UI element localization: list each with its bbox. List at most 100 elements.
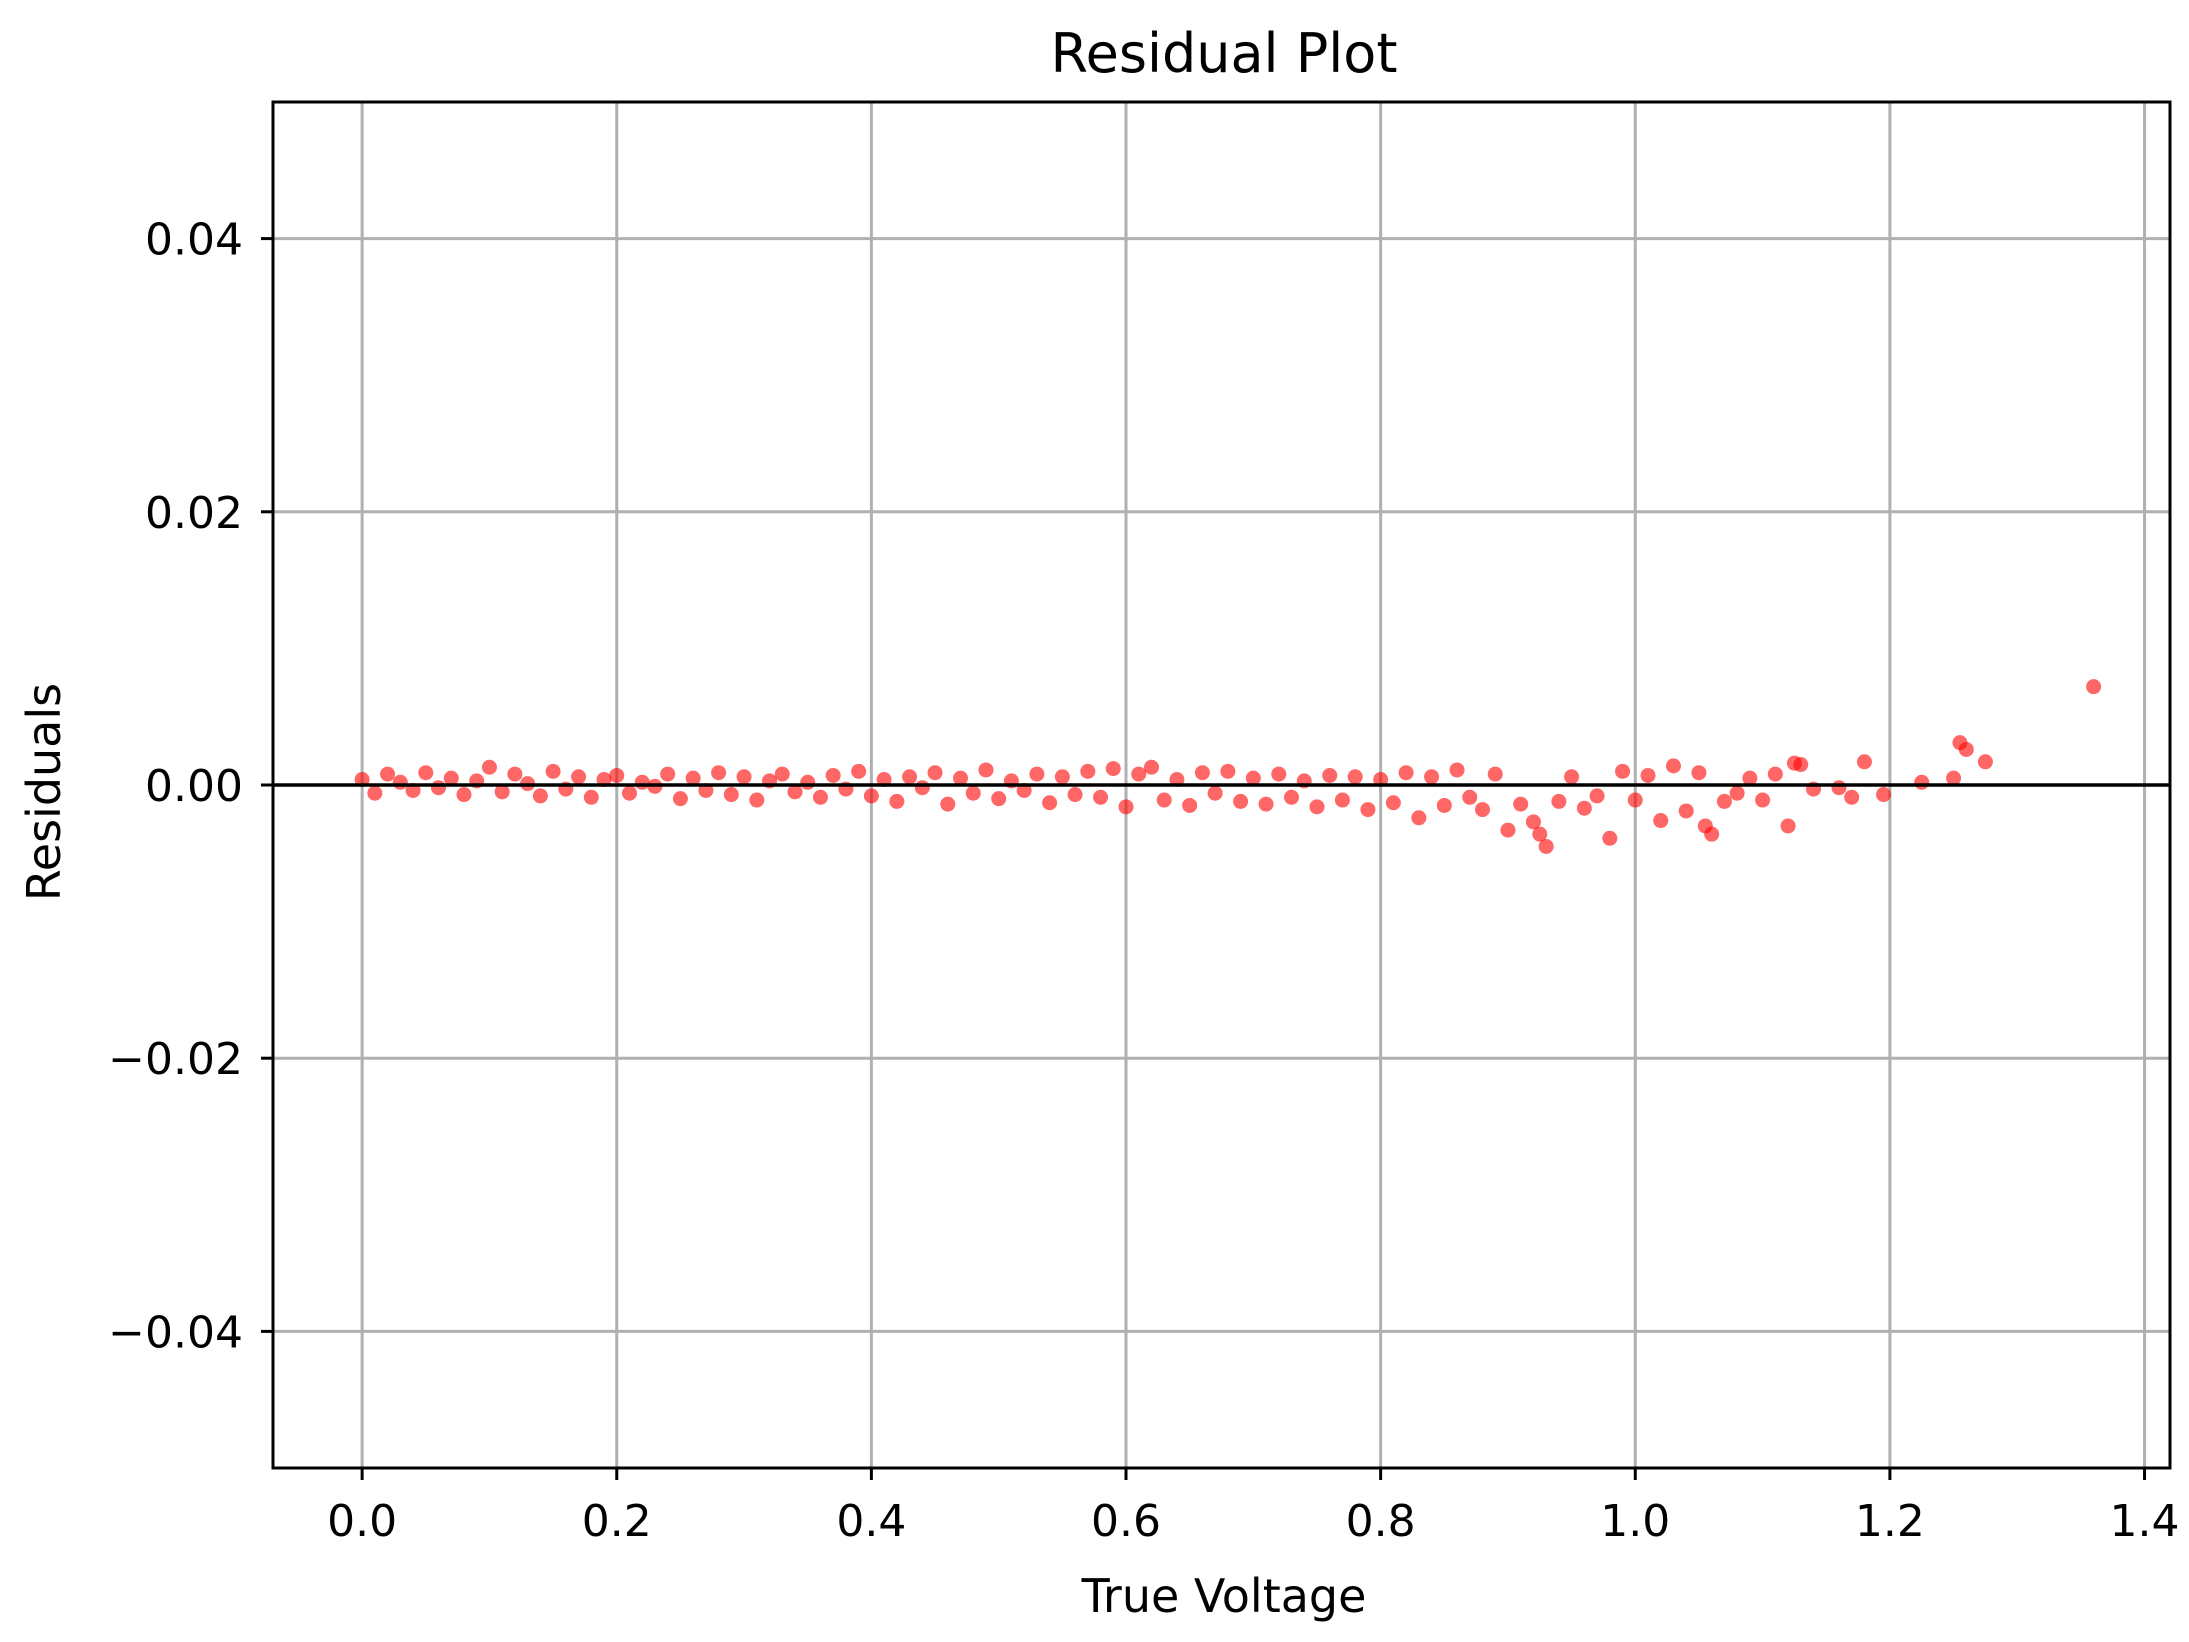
x-tick-label: 0.6 [1091, 1496, 1161, 1547]
scatter-point [1462, 789, 1478, 805]
scatter-point [1436, 797, 1452, 813]
scatter-point [1551, 793, 1567, 809]
x-tick-label: 0.0 [327, 1496, 397, 1547]
scatter-point [787, 784, 803, 800]
scatter-point [1271, 766, 1287, 782]
scatter-point [1347, 769, 1363, 785]
scatter-point [1844, 789, 1860, 805]
scatter-point [1914, 774, 1930, 790]
scatter-point [1767, 766, 1783, 782]
scatter-point [736, 769, 752, 785]
scatter-point [1977, 754, 1993, 770]
scatter-point [532, 788, 548, 804]
scatter-point [1653, 813, 1669, 829]
scatter-point [1564, 769, 1580, 785]
scatter-point [812, 789, 828, 805]
scatter-point [1322, 767, 1338, 783]
scatter-point [1856, 754, 1872, 770]
scatter-point [1958, 741, 1974, 757]
scatter-point [367, 785, 383, 801]
scatter-point [1233, 793, 1249, 809]
scatter-point [621, 785, 637, 801]
scatter-point [978, 762, 994, 778]
x-tick-label: 0.2 [582, 1496, 652, 1547]
scatter-point [1525, 814, 1541, 830]
scatter-point [672, 791, 688, 807]
scatter-point [1067, 787, 1083, 803]
scatter-point [1309, 799, 1325, 815]
scatter-point [1589, 788, 1605, 804]
scatter-point [1449, 762, 1465, 778]
scatter-point [634, 774, 650, 790]
scatter-point [863, 788, 879, 804]
scatter-point [889, 793, 905, 809]
scatter-point [1500, 822, 1516, 838]
scatter-point [1615, 763, 1631, 779]
x-tick-label: 1.2 [1855, 1496, 1925, 1547]
scatter-point [914, 780, 930, 796]
scatter-point [1258, 796, 1274, 812]
scatter-point [1474, 802, 1490, 818]
scatter-point [1093, 789, 1109, 805]
scatter-point [1513, 796, 1529, 812]
scatter-point [927, 765, 943, 781]
scatter-point [1245, 770, 1261, 786]
scatter-point [1716, 793, 1732, 809]
scatter-point [1538, 838, 1554, 854]
scatter-point [749, 792, 765, 808]
y-tick-label: −0.02 [108, 1034, 243, 1085]
scatter-point [711, 765, 727, 781]
scatter-point [1665, 758, 1681, 774]
scatter-point [1143, 759, 1159, 775]
scatter-point [392, 774, 408, 790]
scatter-point [1755, 792, 1771, 808]
scatter-point [1742, 770, 1758, 786]
scatter-point [609, 767, 625, 783]
scatter-point [1398, 765, 1414, 781]
scatter-point [418, 765, 434, 781]
scatter-point [825, 767, 841, 783]
scatter-point [902, 769, 918, 785]
scatter-point [583, 789, 599, 805]
scatter-point [481, 759, 497, 775]
scatter-point [1194, 765, 1210, 781]
x-tick-label: 1.0 [1600, 1496, 1670, 1547]
scatter-point [431, 780, 447, 796]
scatter-point [1220, 763, 1236, 779]
scatter-point [1131, 766, 1147, 782]
scatter-point [1334, 792, 1350, 808]
scatter-point [940, 796, 956, 812]
scatter-point [1284, 789, 1300, 805]
x-tick-label: 0.4 [836, 1496, 906, 1547]
scatter-point [1042, 795, 1058, 811]
scatter-point [1627, 792, 1643, 808]
scatter-point [1729, 785, 1745, 801]
y-tick-label: 0.04 [145, 215, 243, 266]
scatter-point [953, 770, 969, 786]
scatter-point [1182, 797, 1198, 813]
y-tick-label: −0.04 [108, 1307, 243, 1358]
scatter-point [456, 787, 472, 803]
scatter-point [1207, 785, 1223, 801]
scatter-point [1640, 767, 1656, 783]
scatter-point [1946, 770, 1962, 786]
scatter-point [494, 784, 510, 800]
scatter-point [1704, 826, 1720, 842]
scatter-point [1487, 766, 1503, 782]
scatter-point [1876, 787, 1892, 803]
scatter-point [1678, 803, 1694, 819]
scatter-point [1054, 769, 1070, 785]
scatter-point [774, 766, 790, 782]
y-tick-label: 0.02 [145, 488, 243, 539]
scatter-point [685, 770, 701, 786]
scatter-point [1029, 766, 1045, 782]
scatter-point [2086, 679, 2102, 695]
scatter-point [1793, 757, 1809, 773]
scatter-point [1424, 769, 1440, 785]
scatter-point [1532, 826, 1548, 842]
x-axis-label: True Voltage [1081, 1569, 1367, 1623]
scatter-point [660, 766, 676, 782]
scatter-point [443, 770, 459, 786]
